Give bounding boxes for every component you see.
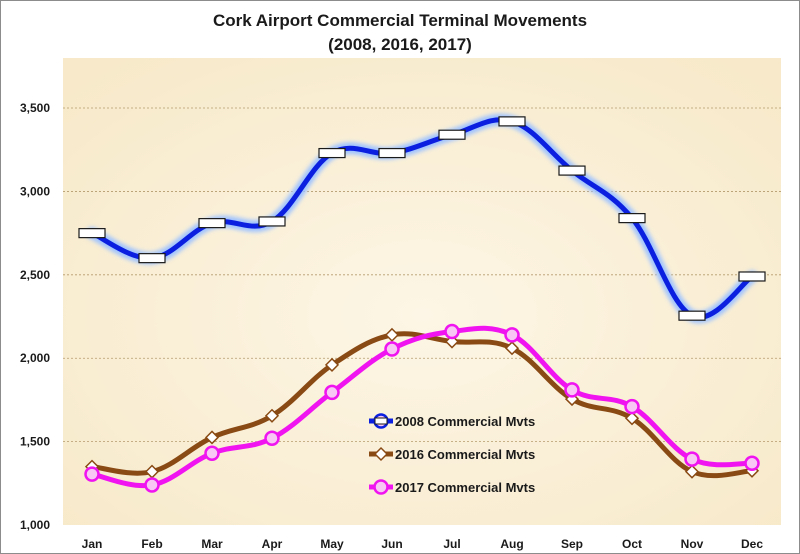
data-point: [378, 147, 406, 159]
data-point: [204, 430, 220, 445]
x-tick-label: Apr: [262, 537, 283, 551]
data-point: [384, 327, 400, 342]
data-point: [324, 384, 340, 401]
x-tick-label: Aug: [500, 537, 523, 551]
x-tick-label: Jun: [381, 537, 402, 551]
x-tick-label: Sep: [561, 537, 583, 551]
y-tick-label: 3,000: [20, 184, 50, 198]
x-tick-label: Oct: [622, 537, 642, 551]
x-tick-label: Jan: [82, 537, 103, 551]
data-point: [618, 213, 646, 224]
chart-subtitle: (2008, 2016, 2017): [328, 35, 472, 54]
data-point: [498, 116, 526, 127]
data-point: [324, 357, 340, 372]
data-point: [204, 445, 220, 462]
data-point: [144, 477, 160, 493]
x-tick-label: May: [320, 537, 344, 551]
legend-entry: 2017 Commercial Mvts: [369, 479, 535, 495]
data-point: [264, 430, 280, 447]
data-point: [373, 446, 389, 462]
data-point: [558, 165, 586, 176]
data-point: [678, 310, 706, 321]
series-layer: [78, 113, 766, 493]
x-tick-label: Feb: [141, 537, 162, 551]
data-point: [504, 341, 520, 356]
data-point: [373, 479, 389, 495]
data-point: [684, 464, 700, 479]
data-point: [624, 398, 640, 415]
data-point: [564, 382, 580, 398]
y-tick-label: 3,500: [20, 101, 50, 115]
y-tick-label: 1,000: [20, 518, 50, 532]
x-tick-label: Nov: [681, 537, 704, 551]
y-tick-label: 1,500: [20, 435, 50, 449]
data-point: [258, 216, 286, 227]
legend-marker: [374, 417, 388, 425]
series-3: [84, 323, 760, 493]
data-point: [624, 411, 640, 426]
legend: 2008 Commercial Mvts 2016 Commercial Mvts…: [369, 413, 535, 495]
data-point: [444, 323, 460, 340]
x-tick-label: Mar: [201, 537, 223, 551]
x-tick-label: Jul: [443, 537, 460, 551]
data-point: [744, 455, 760, 472]
data-point: [198, 218, 226, 229]
data-point: [138, 253, 166, 264]
data-point: [264, 408, 280, 423]
data-point: [318, 147, 346, 159]
x-axis: Jan Feb Mar Apr May Jun Jul Aug Sep Oct Nov Dec: [82, 537, 764, 551]
data-point: [738, 271, 766, 282]
data-point: [504, 327, 520, 343]
data-point: [78, 228, 106, 239]
data-point: [684, 451, 700, 467]
legend-entry: 2016 Commercial Mvts: [369, 446, 535, 462]
x-tick-label: Dec: [741, 537, 763, 551]
legend-entry: 2008 Commercial Mvts: [369, 413, 535, 429]
y-tick-label: 2,000: [20, 351, 50, 365]
legend-label: 2016 Commercial Mvts: [395, 447, 535, 462]
data-point: [384, 341, 400, 357]
data-point: [438, 129, 466, 140]
y-axis: 1,000 1,500 2,000 2,500 3,000 3,500: [20, 101, 50, 532]
series-1: [78, 113, 766, 324]
legend-label: 2008 Commercial Mvts: [395, 414, 535, 429]
chart-title: Cork Airport Commercial Terminal Movemen…: [213, 11, 587, 30]
data-point: [84, 466, 100, 482]
legend-label: 2017 Commercial Mvts: [395, 480, 535, 495]
y-tick-label: 2,500: [20, 268, 50, 282]
